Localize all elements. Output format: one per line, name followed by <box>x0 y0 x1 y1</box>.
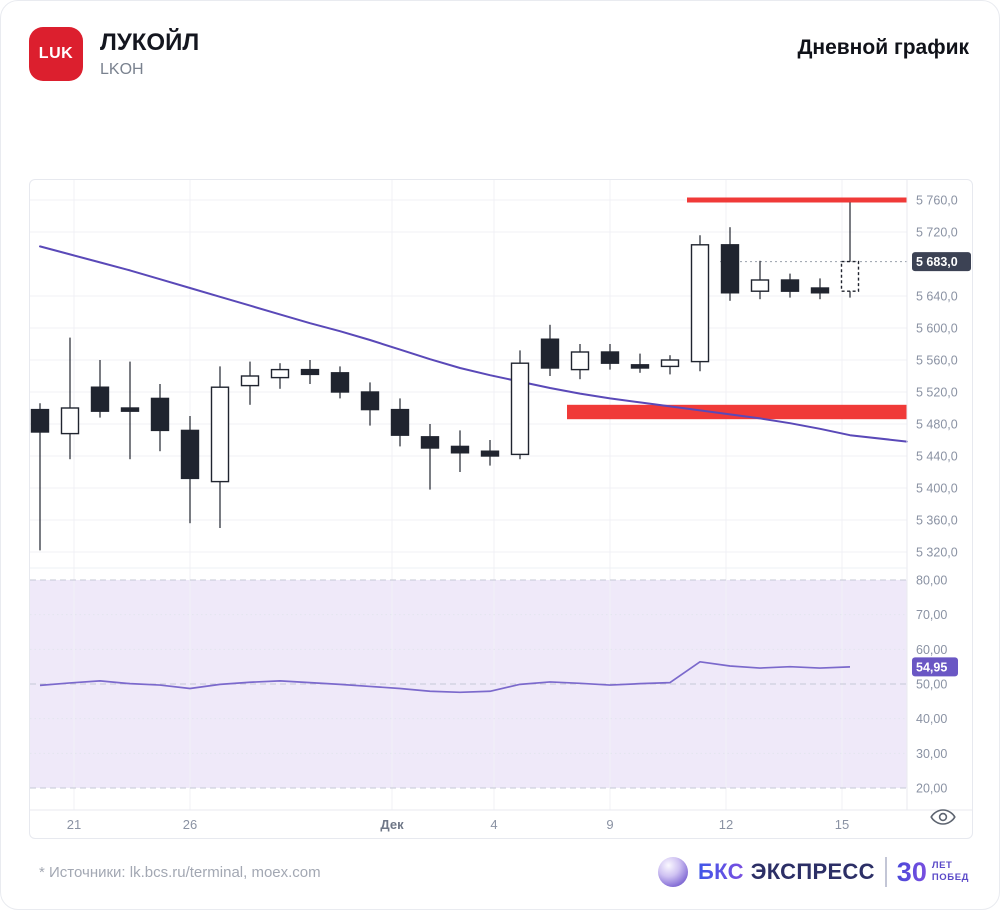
svg-text:21: 21 <box>67 817 81 832</box>
svg-text:15: 15 <box>835 817 849 832</box>
svg-text:80,00: 80,00 <box>916 574 947 588</box>
brand-bks-text: БКС <box>698 859 744 884</box>
bks-express-logo: БКС ЭКСПРЕСС 30 ЛЕТ ПОБЕД <box>658 857 969 887</box>
svg-text:26: 26 <box>183 817 197 832</box>
ma-line <box>39 245 908 443</box>
svg-text:5 480,0: 5 480,0 <box>916 418 958 432</box>
svg-text:4: 4 <box>490 817 497 832</box>
support-zone <box>567 404 907 420</box>
svg-text:50,00: 50,00 <box>916 678 947 692</box>
brand-express-text: ЭКСПРЕСС <box>750 859 875 884</box>
svg-text:5 360,0: 5 360,0 <box>916 514 958 528</box>
svg-text:54,95: 54,95 <box>916 660 947 674</box>
svg-text:12: 12 <box>719 817 733 832</box>
svg-text:5 520,0: 5 520,0 <box>916 386 958 400</box>
svg-text:5 320,0: 5 320,0 <box>916 546 958 560</box>
instrument-title: ЛУКОЙЛ <box>100 29 200 56</box>
svg-text:Дек: Дек <box>380 817 404 832</box>
rsi-value-label: 54,95 <box>912 657 958 677</box>
svg-text:5 683,0: 5 683,0 <box>916 255 958 269</box>
rsi-line <box>39 660 851 694</box>
time-axis-labels: 21 26 Дек 4 9 12 15 <box>67 817 849 832</box>
chart-canvas[interactable]: 5 760,0 5 720,0 5 640,0 5 600,0 5 560,0 5 520… <box>30 180 972 838</box>
svg-text:40,00: 40,00 <box>916 712 947 726</box>
svg-text:5 440,0: 5 440,0 <box>916 450 958 464</box>
timeframe-title: Дневной график <box>797 36 969 59</box>
last-price-label: 5 683,0 <box>912 252 971 272</box>
brand-anniversary-number: 30 <box>896 856 927 887</box>
instrument-ticker: LKOH <box>100 60 144 78</box>
sources-note: * Источники: lk.bcs.ru/terminal, moex.co… <box>39 864 321 881</box>
svg-text:60,00: 60,00 <box>916 643 947 657</box>
bks-sphere-icon <box>658 857 689 887</box>
brand-anniversary-line1: ЛЕТ <box>931 860 953 872</box>
price-chart[interactable]: 5 760,0 5 720,0 5 640,0 5 600,0 5 560,0 5 520… <box>29 179 973 839</box>
svg-text:9: 9 <box>606 817 613 832</box>
svg-text:5 720,0: 5 720,0 <box>916 226 958 240</box>
brand-divider <box>884 857 887 887</box>
svg-text:20,00: 20,00 <box>916 782 947 796</box>
svg-text:5 560,0: 5 560,0 <box>916 354 958 368</box>
price-axis-labels: 5 760,0 5 720,0 5 640,0 5 600,0 5 560,0 5 520… <box>916 194 958 560</box>
candlestick-series <box>30 202 860 551</box>
rsi-axis-labels: 80,00 70,00 60,00 50,00 40,00 30,00 20,00 <box>916 574 947 796</box>
title-block: ЛУКОЙЛ LKOH <box>100 27 199 79</box>
svg-text:5 600,0: 5 600,0 <box>916 322 958 336</box>
visibility-eye-icon[interactable] <box>930 808 956 826</box>
svg-text:5 760,0: 5 760,0 <box>916 194 958 208</box>
brand-anniversary-label: ЛЕТ ПОБЕД <box>932 860 969 884</box>
svg-text:5 400,0: 5 400,0 <box>916 482 958 496</box>
svg-text:5 640,0: 5 640,0 <box>916 290 958 304</box>
lukoil-logo-text: LUK <box>38 45 74 62</box>
header: LUK ЛУКОЙЛ LKOH Дневной график <box>1 1 999 81</box>
resistance-line <box>687 197 907 203</box>
price-gridlines <box>30 199 907 553</box>
lukoil-logo: LUK <box>29 27 83 81</box>
brand-anniversary-line2: ПОБЕД <box>931 872 969 883</box>
svg-text:30,00: 30,00 <box>916 747 947 761</box>
svg-text:70,00: 70,00 <box>916 608 947 622</box>
rsi-gridlines <box>30 579 907 789</box>
